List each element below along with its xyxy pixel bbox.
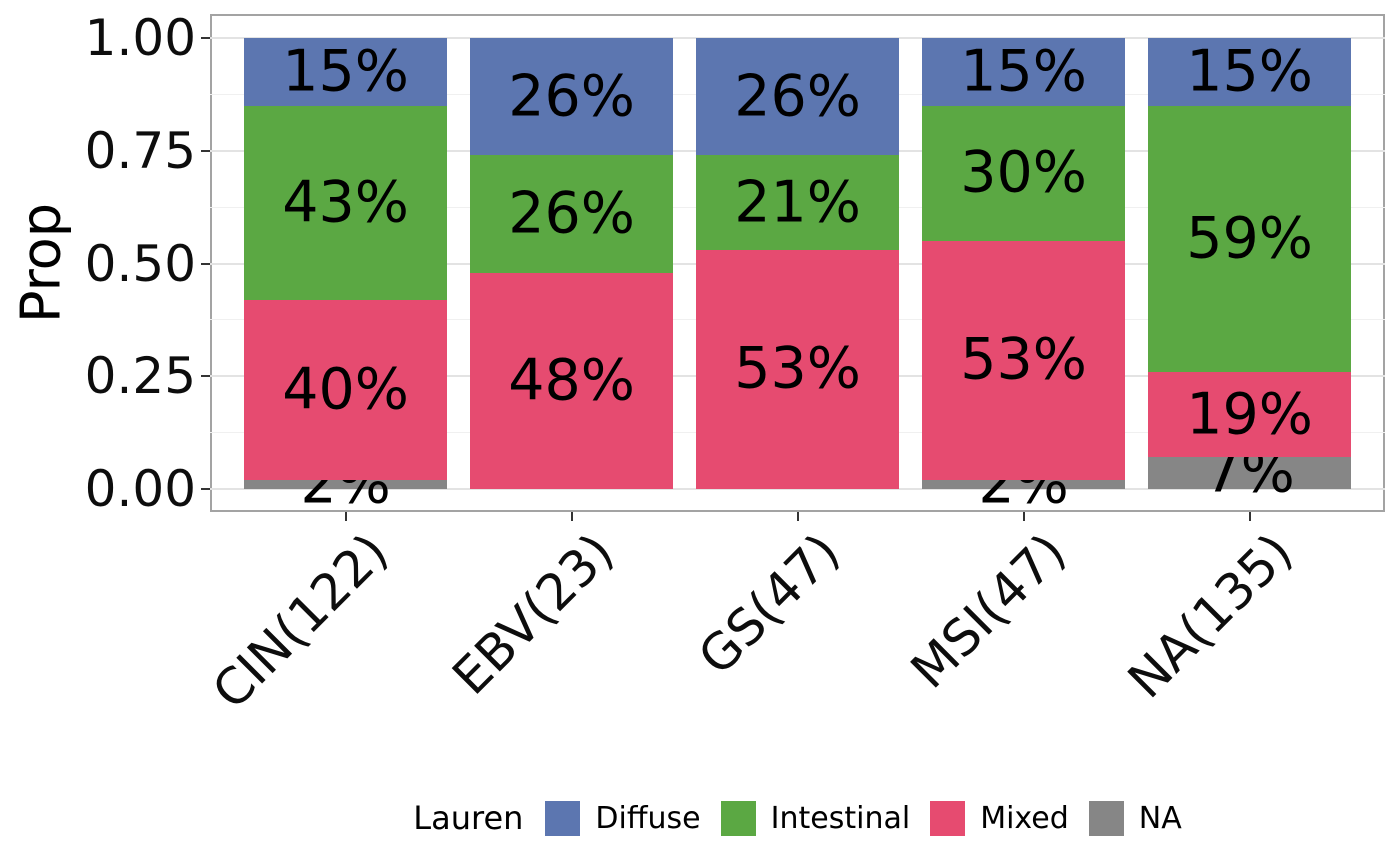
bar-segment-diffuse-MSI(47) [922,38,1126,106]
legend-item-na: NA [1088,800,1182,836]
x-tick-mark [1248,512,1251,521]
legend: Lauren Diffuse Intestinal Mixed NA [210,786,1385,850]
legend-title: Lauren [413,799,524,837]
y-tick-mark [201,149,210,152]
y-tick-label: 0.25 [84,347,196,406]
legend-item-label: Intestinal [770,800,911,836]
legend-swatch-diffuse [545,800,581,836]
x-tick-label-MSI(47): MSI(47) [900,522,1078,700]
legend-item-label: Mixed [980,800,1069,836]
bar-segment-na-CIN(122) [244,479,448,489]
y-tick-mark [201,37,210,39]
x-tick-mark [344,512,347,521]
bar-value-label: 26% [734,63,861,130]
bar-segment-intestinal-CIN(122) [244,105,448,300]
bar-segment-intestinal-NA(135) [1148,105,1352,372]
bar-value-label: 26% [508,180,635,247]
plot-panel: 2% 40% 43% 15% 48% 26% 26% 53% 21% 26% 2% 53% 30% 15%… [210,14,1385,512]
legend-swatch-na [1088,800,1124,836]
bar-value-label: 26% [508,63,635,130]
bar-value-label: 19% [1186,381,1313,448]
bar-value-label: 53% [734,335,861,402]
bar-value-label: 15% [1186,38,1313,105]
bar-segment-diffuse-GS(47) [696,38,900,156]
legend-item-label: NA [1138,800,1182,836]
bar-segment-mixed-GS(47) [696,249,900,489]
bar-segment-mixed-NA(135) [1148,371,1352,458]
x-tick-label-CIN(122): CIN(122) [201,522,400,721]
bar-segment-mixed-EBV(23) [470,272,674,489]
legend-item-diffuse: Diffuse [545,800,701,836]
legend-swatch-mixed [930,800,966,836]
x-tick-mark [570,512,573,521]
bar-value-label: 53% [960,326,1087,393]
bar-segment-mixed-MSI(47) [922,240,1126,480]
y-tick-label: 0.50 [84,234,196,293]
bar-value-label: 15% [282,38,409,105]
bar-value-label: 43% [282,169,409,236]
bar-segment-diffuse-NA(135) [1148,38,1352,106]
bar-segment-na-MSI(47) [922,479,1126,489]
legend-item-intestinal: Intestinal [720,800,911,836]
bar-value-label: 15% [960,38,1087,105]
gridline-major [210,488,1385,490]
x-tick-label-GS(47): GS(47) [687,522,852,687]
bar-segment-mixed-CIN(122) [244,299,448,480]
y-tick-mark [201,262,210,265]
y-tick-mark [201,488,210,490]
y-tick-label: 1.00 [84,9,196,67]
bar-value-label: 30% [960,139,1087,206]
legend-swatch-intestinal [720,800,756,836]
bar-segment-intestinal-MSI(47) [922,105,1126,241]
bar-value-label: 48% [508,347,635,414]
bar-segment-intestinal-GS(47) [696,155,900,250]
x-tick-mark [796,512,799,521]
bar-segment-diffuse-CIN(122) [244,38,448,106]
bar-value-label: 59% [1186,205,1313,272]
legend-item-label: Diffuse [595,800,701,836]
x-tick-label-NA(135): NA(135) [1116,522,1304,710]
x-tick-mark [1022,512,1025,521]
y-tick-label: 0.75 [84,121,196,180]
y-tick-mark [201,375,210,378]
bar-segment-intestinal-EBV(23) [470,155,674,273]
bar-segment-na-NA(135) [1148,457,1352,489]
x-tick-label-EBV(23): EBV(23) [441,522,626,706]
bar-value-label: 21% [734,169,861,236]
bar-value-label: 40% [282,356,409,423]
legend-item-mixed: Mixed [930,800,1069,836]
y-tick-label: 0.00 [84,460,196,518]
bar-segment-diffuse-EBV(23) [470,38,674,156]
